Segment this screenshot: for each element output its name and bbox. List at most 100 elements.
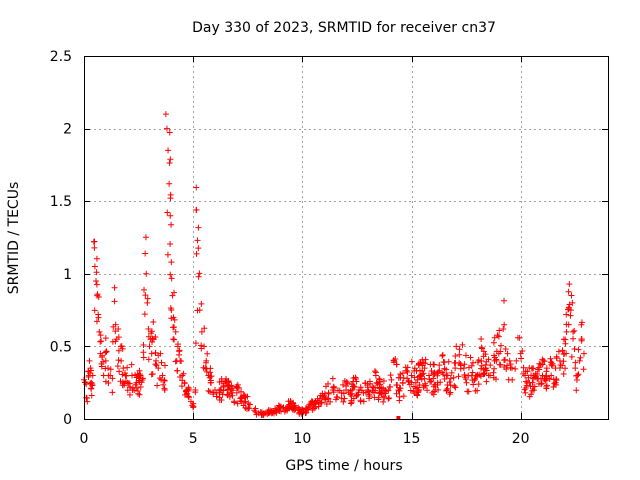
data-point [497,342,504,349]
data-point [387,383,394,390]
data-point [399,370,406,377]
data-point [493,357,500,364]
data-point [421,375,428,382]
data-point [429,389,436,396]
data-point [483,367,490,374]
data-point [472,387,479,394]
data-point [276,403,283,410]
data-point [193,207,200,214]
data-point [88,367,95,374]
data-point [376,389,383,396]
data-point [234,381,241,388]
marker-square [396,416,401,420]
data-point [393,390,400,397]
data-point [406,381,413,388]
data-point [316,399,323,406]
data-point [555,348,562,355]
data-point [204,350,211,357]
data-point [444,382,451,389]
data-point [146,343,153,350]
data-point [501,297,508,304]
data-point [114,363,121,370]
data-point [478,335,485,342]
data-point [145,356,152,363]
data-point [560,336,567,343]
data-point [529,379,536,386]
data-point [578,336,585,343]
data-point [307,401,314,408]
data-point [375,396,382,403]
data-point [291,402,298,409]
data-point [556,364,563,371]
data-point [418,376,425,383]
data-point [396,393,403,400]
data-point [464,388,471,395]
data-point [171,336,178,343]
data-point [234,400,241,407]
data-point [365,388,372,395]
data-point [102,357,109,364]
data-point [460,365,467,372]
data-point [264,411,271,418]
data-point [445,358,452,365]
data-point [193,184,200,191]
data-point [567,312,574,319]
data-point [277,408,284,415]
data-point [193,250,200,257]
data-point [472,376,479,383]
data-point [437,379,444,386]
data-point [98,338,105,345]
data-point [198,300,205,307]
chart-title: Day 330 of 2023, SRMTID for receiver cn3… [192,20,496,36]
x-tick-label: 0 [80,431,89,447]
data-point [550,376,557,383]
data-point [170,336,177,343]
data-point [572,359,579,366]
data-point [340,381,347,388]
data-point [441,375,448,382]
data-point [435,368,442,375]
data-point [415,373,422,380]
data-point [136,375,143,382]
data-point [474,371,481,378]
data-point [563,321,570,328]
data-point [173,358,180,365]
data-point [137,372,144,379]
data-point [190,400,197,407]
data-point [102,335,109,342]
data-point [575,371,582,378]
data-point [507,364,514,371]
data-point [120,365,127,372]
data-point [427,379,434,386]
data-point [128,361,135,368]
data-point [109,389,116,396]
data-point [347,387,354,394]
data-point [580,350,587,357]
data-point [135,390,142,397]
data-point [178,383,185,390]
data-point [455,373,462,380]
data-point [118,357,125,364]
data-point [529,387,536,394]
data-point [478,362,485,369]
data-point [91,238,98,245]
data-point [560,371,567,378]
data-point [121,380,128,387]
data-point [185,394,192,401]
data-point [427,361,434,368]
data-point [358,387,365,394]
data-point [440,371,447,378]
data-point [308,398,315,405]
data-point [305,406,312,413]
data-point [528,391,535,398]
data-point [246,405,253,412]
data-point [216,394,223,401]
data-point [357,397,364,404]
data-point [357,384,364,391]
data-point [452,359,459,366]
data-point [122,369,129,376]
data-point [520,364,527,371]
data-point [568,353,575,360]
data-point [98,363,105,370]
data-point [220,382,227,389]
